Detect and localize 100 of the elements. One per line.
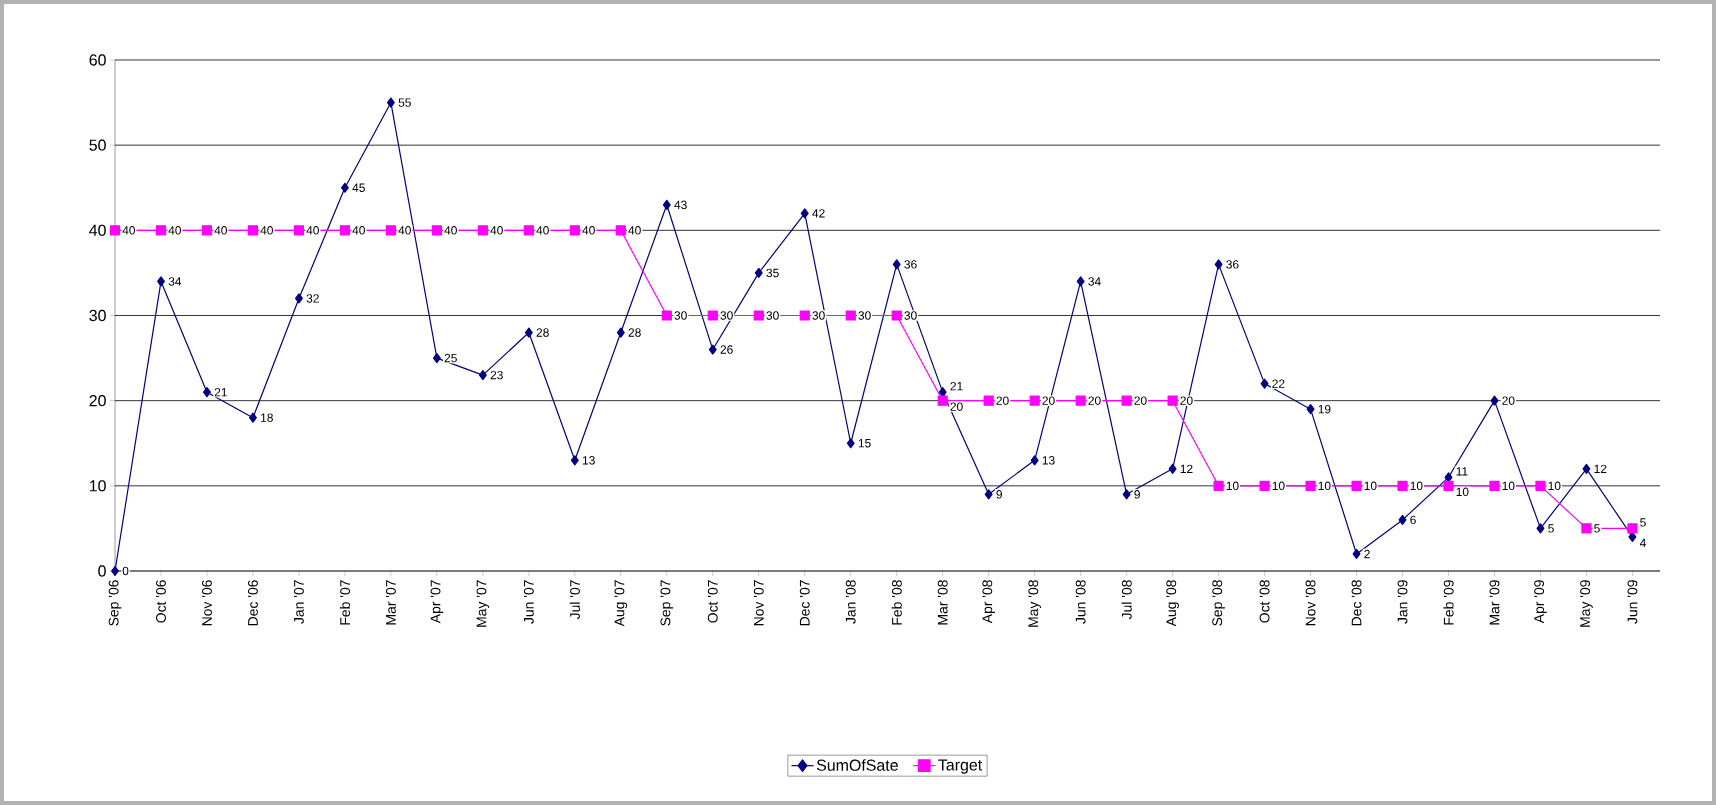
x-tick-label: Apr '08 — [982, 580, 995, 624]
point — [846, 438, 855, 449]
data-label: 40 — [214, 226, 227, 235]
point — [431, 225, 442, 236]
point — [616, 327, 625, 338]
data-label: 36 — [904, 260, 917, 269]
data-label: 40 — [444, 226, 457, 235]
point — [1352, 548, 1361, 560]
data-label: 26 — [720, 345, 733, 354]
x-tick-label: Dec '08 — [1351, 580, 1362, 626]
point — [1121, 395, 1132, 406]
data-label: 10 — [1318, 481, 1331, 491]
x-tick-label: Mar '09 — [1489, 580, 1500, 625]
point — [109, 225, 121, 236]
legend-label: SumOfSate — [816, 759, 898, 771]
data-label: 22 — [1272, 379, 1285, 388]
data-label: 36 — [1226, 260, 1239, 269]
data-label: 21 — [214, 387, 227, 397]
point — [1305, 480, 1316, 491]
y-tick-label: 0 — [98, 565, 106, 577]
point — [1536, 523, 1545, 534]
point — [385, 225, 396, 236]
point — [1122, 489, 1131, 500]
data-label: 4 — [1639, 538, 1646, 548]
data-label: 18 — [261, 413, 273, 422]
x-tick-label: Feb '08 — [891, 580, 902, 625]
x-tick-label: Sep '07 — [660, 580, 674, 626]
point — [157, 276, 165, 287]
data-label: 30 — [766, 311, 779, 320]
data-label: 30 — [674, 311, 687, 320]
data-label: 40 — [536, 226, 549, 235]
point — [293, 225, 305, 236]
point — [1076, 276, 1085, 287]
data-label: 10 — [1502, 481, 1515, 491]
point — [1306, 404, 1315, 415]
data-label: 9 — [1134, 490, 1140, 499]
point — [891, 310, 902, 321]
point — [799, 310, 810, 321]
point — [1351, 480, 1362, 491]
data-label: 40 — [352, 226, 365, 235]
data-label: 43 — [674, 200, 687, 209]
point — [1443, 480, 1454, 491]
data-label: 20 — [996, 396, 1009, 405]
point — [1214, 259, 1223, 270]
data-label: 20 — [1134, 396, 1147, 405]
data-label: 20 — [1180, 396, 1193, 405]
data-label: 40 — [168, 226, 182, 235]
data-label: 19 — [1318, 404, 1331, 414]
point — [938, 387, 947, 398]
point — [386, 97, 395, 108]
data-label: 10 — [1410, 481, 1423, 491]
y-tick-label: 40 — [89, 224, 106, 236]
x-tick-label: Apr '09 — [1534, 580, 1547, 624]
data-label: 40 — [306, 226, 319, 235]
x-tick-label: Mar '08 — [937, 580, 948, 625]
data-label: 2 — [1364, 549, 1370, 559]
data-label: 40 — [122, 226, 136, 235]
data-label: 20 — [950, 402, 963, 411]
y-tick-label: 10 — [89, 480, 106, 492]
data-label: 30 — [720, 311, 733, 320]
legend-label: Target — [938, 759, 983, 774]
x-tick-label: Feb '09 — [1443, 580, 1454, 625]
data-label: 0 — [122, 566, 129, 576]
data-label: 11 — [1456, 467, 1468, 476]
data-label: 10 — [1456, 487, 1469, 497]
point — [1167, 395, 1178, 406]
data-label: 28 — [628, 328, 641, 337]
point — [1397, 480, 1408, 491]
point — [247, 225, 259, 236]
point — [1627, 523, 1638, 534]
x-tick-label: Dec '06 — [248, 580, 258, 626]
data-label: 28 — [536, 328, 549, 337]
data-label: 21 — [950, 381, 963, 391]
point — [1213, 480, 1224, 491]
x-tick-label: Jun '08 — [1075, 580, 1086, 624]
point — [708, 344, 717, 355]
point — [892, 259, 901, 270]
point — [478, 370, 487, 381]
y-tick-label: 50 — [89, 139, 106, 151]
x-tick-label: Oct '08 — [1259, 580, 1270, 623]
data-label: 15 — [858, 439, 871, 448]
point — [294, 293, 303, 304]
x-tick-label: Oct '06 — [156, 580, 166, 623]
x-tick-label: Nov '06 — [202, 580, 212, 626]
x-tick-label: Nov '08 — [1305, 580, 1316, 626]
y-tick-label: 30 — [89, 309, 106, 322]
data-label: 20 — [1042, 396, 1055, 405]
data-label: 5 — [1640, 518, 1646, 527]
point — [1398, 514, 1407, 525]
x-tick-label: Apr '07 — [430, 580, 444, 624]
data-label: 10 — [1272, 481, 1285, 491]
y-tick-label: 20 — [89, 395, 106, 407]
point — [340, 182, 349, 193]
x-tick-label: Sep '08 — [1212, 580, 1225, 626]
x-tick-label: Jan '07 — [293, 580, 304, 624]
point — [1168, 463, 1177, 474]
data-label: 10 — [1548, 481, 1561, 491]
y-tick-label: 60 — [89, 54, 106, 66]
point — [248, 412, 257, 423]
point — [339, 225, 351, 236]
